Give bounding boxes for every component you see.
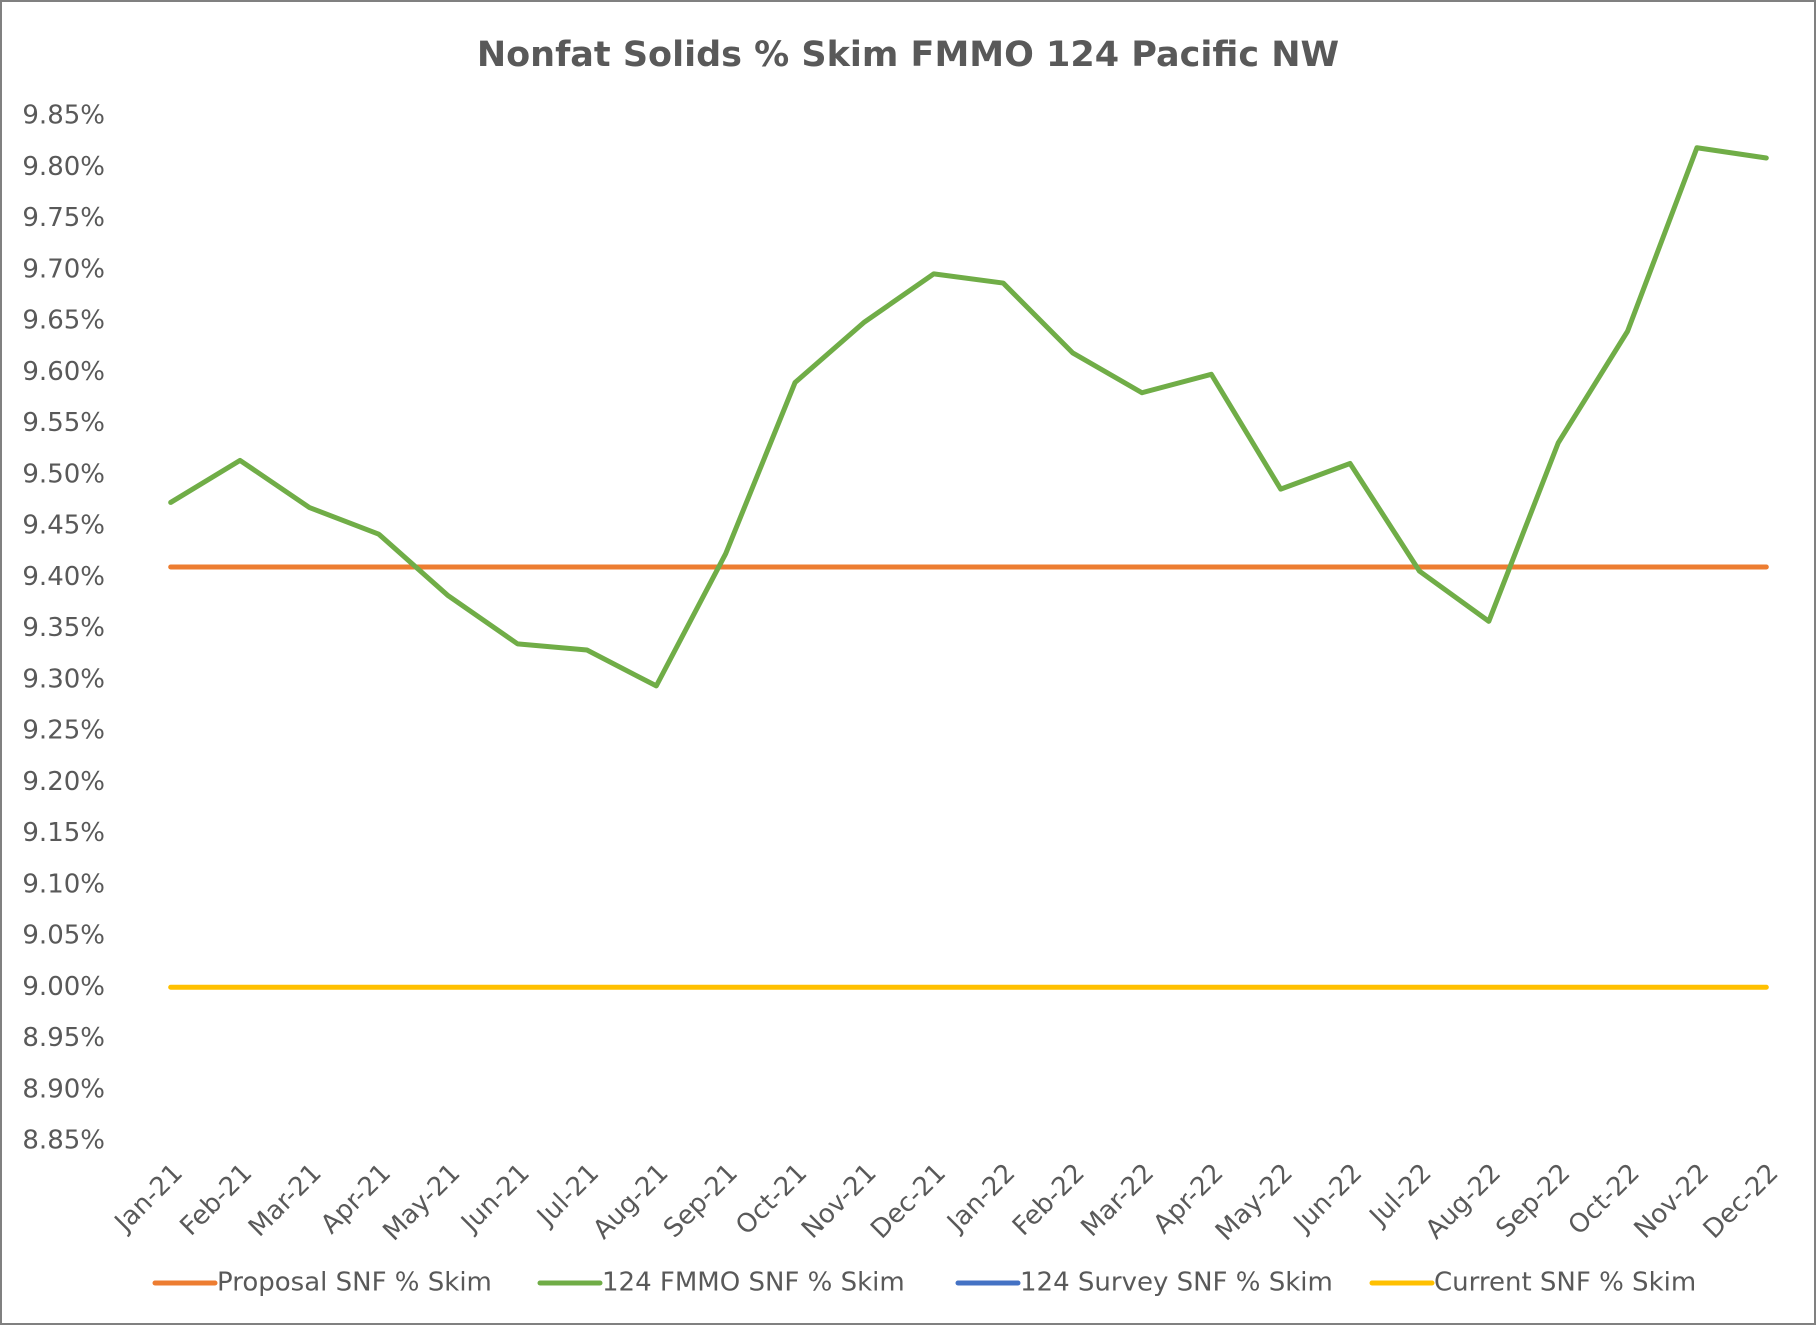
y-tick-label: 9.60% bbox=[22, 357, 105, 387]
legend-label: Current SNF % Skim bbox=[1434, 1268, 1696, 1298]
y-tick-label: 9.80% bbox=[22, 152, 105, 182]
y-tick-label: 9.85% bbox=[22, 101, 105, 131]
y-tick-label: 9.65% bbox=[22, 306, 105, 336]
y-tick-label: 9.00% bbox=[22, 972, 105, 1002]
y-tick-label: 9.20% bbox=[22, 767, 105, 797]
legend-label: 124 Survey SNF % Skim bbox=[1020, 1268, 1333, 1298]
y-tick-label: 9.15% bbox=[22, 818, 105, 848]
y-tick-label: 9.75% bbox=[22, 203, 105, 233]
series-line bbox=[168, 145, 1769, 689]
y-tick-label: 8.95% bbox=[22, 1023, 105, 1053]
y-tick-label: 9.55% bbox=[22, 408, 105, 438]
chart-title: Nonfat Solids % Skim FMMO 124 Pacific NW bbox=[477, 35, 1339, 75]
y-tick-label: 9.40% bbox=[22, 562, 105, 592]
y-tick-label: 9.05% bbox=[22, 921, 105, 951]
y-tick-label: 9.35% bbox=[22, 613, 105, 643]
legend-label: 124 FMMO SNF % Skim bbox=[602, 1268, 905, 1298]
y-tick-label: 9.45% bbox=[22, 511, 105, 541]
y-tick-label: 9.70% bbox=[22, 254, 105, 284]
y-tick-label: 9.25% bbox=[22, 716, 105, 746]
y-tick-label: 8.85% bbox=[22, 1126, 105, 1156]
legend-label: Proposal SNF % Skim bbox=[217, 1268, 492, 1298]
y-tick-label: 9.10% bbox=[22, 869, 105, 899]
y-tick-label: 8.90% bbox=[22, 1074, 105, 1104]
y-tick-label: 9.50% bbox=[22, 459, 105, 489]
y-tick-label: 9.30% bbox=[22, 664, 105, 694]
